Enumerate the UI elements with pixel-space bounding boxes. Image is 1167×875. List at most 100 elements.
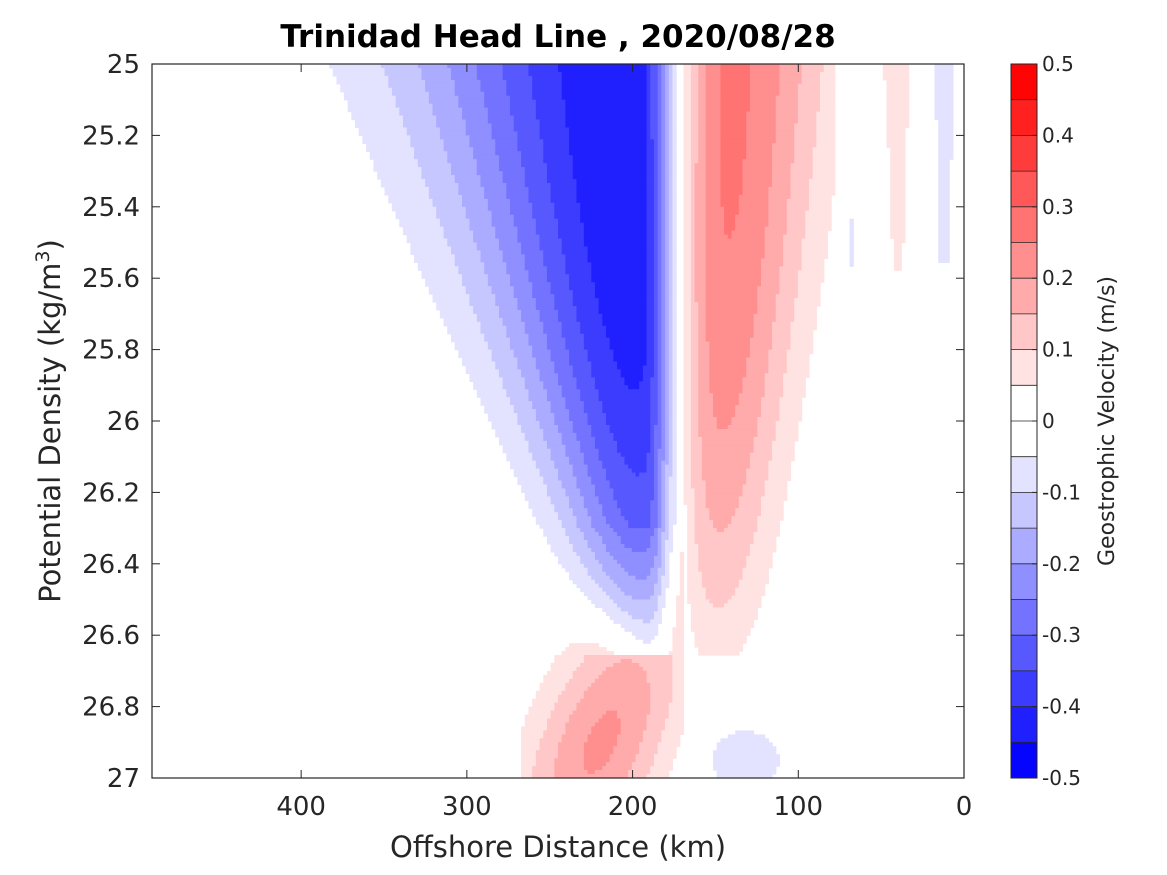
contour-cell (753, 313, 777, 319)
contour-cell (410, 135, 441, 140)
contour-cell (502, 317, 522, 323)
contour-cell (690, 135, 699, 140)
contour-cell (683, 99, 692, 105)
contour-cell (657, 460, 662, 466)
contour-cell (665, 321, 670, 327)
contour-cell (886, 95, 910, 101)
contour-cell (583, 536, 603, 541)
contour-cell (820, 79, 836, 85)
contour-cell (665, 214, 670, 220)
contour-cell (772, 325, 792, 331)
contour-cell (646, 242, 655, 248)
contour-cell (683, 206, 692, 212)
contour-cell (657, 373, 662, 378)
contour-cell (587, 250, 648, 255)
contour-cell (683, 218, 692, 224)
contour-cell (661, 397, 666, 402)
contour-cell (432, 298, 471, 303)
contour-cell (558, 317, 578, 323)
contour-cell (521, 159, 544, 164)
contour-cell (609, 341, 648, 347)
contour-cell (657, 468, 662, 474)
contour-cell (683, 369, 692, 374)
contour-cell (653, 151, 659, 156)
contour-cell (410, 139, 445, 144)
contour-cell (683, 456, 692, 462)
contour-cell (480, 250, 504, 255)
contour-cell (694, 258, 707, 263)
contour-cell (653, 440, 662, 446)
contour-cell (683, 333, 692, 339)
contour-cell (657, 270, 662, 275)
contour-cell (705, 175, 721, 180)
contour-cell (631, 766, 651, 771)
contour-cell (816, 123, 836, 129)
contour-cell (690, 321, 699, 327)
contour-cell (653, 532, 659, 537)
contour-cell (539, 746, 559, 751)
contour-cell (465, 286, 493, 291)
contour-cell (720, 119, 747, 125)
contour-cell (657, 313, 662, 319)
contour-cell (476, 393, 507, 398)
contour-cell (772, 143, 795, 148)
contour-cell (602, 587, 622, 593)
contour-cell (653, 317, 659, 323)
contour-cell (591, 424, 611, 430)
contour-cell (705, 305, 758, 311)
contour-cell (473, 230, 496, 236)
contour-cell (425, 79, 456, 85)
contour-cell (657, 119, 662, 125)
contour-cell (694, 226, 707, 232)
contour-cell (665, 87, 670, 93)
contour-cell (812, 155, 836, 160)
contour-cell (690, 436, 703, 442)
contour-cell (683, 167, 692, 172)
colorbar-tick-label: -0.4 (1042, 695, 1081, 719)
contour-cell (661, 337, 666, 343)
contour-cell (539, 242, 563, 248)
contour-cell (510, 341, 530, 347)
contour-cell (613, 746, 640, 751)
contour-cell (794, 131, 817, 136)
contour-cell (576, 381, 596, 386)
contour-cell (661, 167, 666, 172)
contour-cell (808, 179, 836, 184)
contour-cell (665, 183, 670, 188)
contour-cell (661, 159, 666, 164)
contour-cell (694, 222, 707, 228)
contour-cell (532, 456, 552, 462)
contour-cell (535, 754, 559, 759)
contour-cell (469, 377, 504, 382)
contour-cell (705, 143, 721, 148)
contour-cell (761, 262, 784, 267)
contour-cell (447, 329, 482, 335)
contour-cell (594, 488, 614, 493)
contour-cell (742, 179, 773, 184)
contour-cell (672, 262, 677, 267)
contour-cell (665, 305, 670, 311)
contour-cell (594, 440, 618, 446)
contour-cell (779, 274, 799, 279)
contour-cell (646, 175, 655, 180)
contour-cell (672, 409, 677, 414)
contour-cell (694, 631, 751, 636)
contour-cell (646, 547, 659, 553)
contour-cell (650, 95, 659, 101)
contour-cell (521, 762, 537, 767)
contour-cell (665, 547, 674, 553)
contour-cell (738, 206, 769, 212)
contour-cell (746, 127, 777, 133)
contour-cell (591, 270, 648, 275)
contour-cell (572, 424, 592, 430)
contour-cell (690, 206, 696, 212)
contour-cell (742, 159, 773, 164)
contour-cell (521, 250, 544, 255)
contour-cell (672, 405, 677, 410)
contour-cell (373, 163, 419, 168)
contour-cell (753, 329, 773, 335)
contour-cell (473, 234, 496, 240)
contour-cell (487, 111, 511, 117)
contour-cell (528, 198, 552, 204)
contour-cell (694, 238, 707, 244)
